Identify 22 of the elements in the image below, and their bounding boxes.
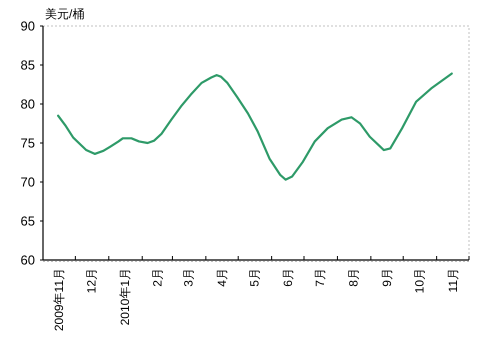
y-axis-title: 美元/桶 (45, 7, 84, 21)
y-tick-label: 90 (20, 18, 35, 34)
x-tick-label: 3月 (182, 268, 196, 287)
y-tick-label: 65 (20, 214, 35, 228)
x-tick-label: 2010年1月 (118, 268, 132, 326)
x-tick-label: 2月 (150, 268, 164, 287)
x-tick-label: 11月 (446, 268, 460, 292)
y-tick-label: 85 (20, 58, 35, 72)
x-tick-label: 10月 (412, 268, 426, 294)
y-tick-label: 60 (20, 252, 35, 268)
line-series (57, 72, 453, 181)
x-tick-label: 8月 (346, 268, 361, 287)
x-tick-label: 2009年11月 (52, 268, 66, 332)
y-tick-label: 80 (20, 96, 35, 112)
x-tick-label: 12月 (84, 268, 99, 294)
x-tick-label: 6月 (280, 268, 295, 287)
x-tick-label: 7月 (313, 268, 328, 287)
x-tick-label: 9月 (380, 268, 394, 287)
y-tick-label: 75 (20, 136, 35, 150)
y-tick-label: 70 (20, 174, 35, 190)
x-tick-label: 5月 (247, 268, 262, 287)
x-tick-label: 4月 (215, 268, 230, 287)
